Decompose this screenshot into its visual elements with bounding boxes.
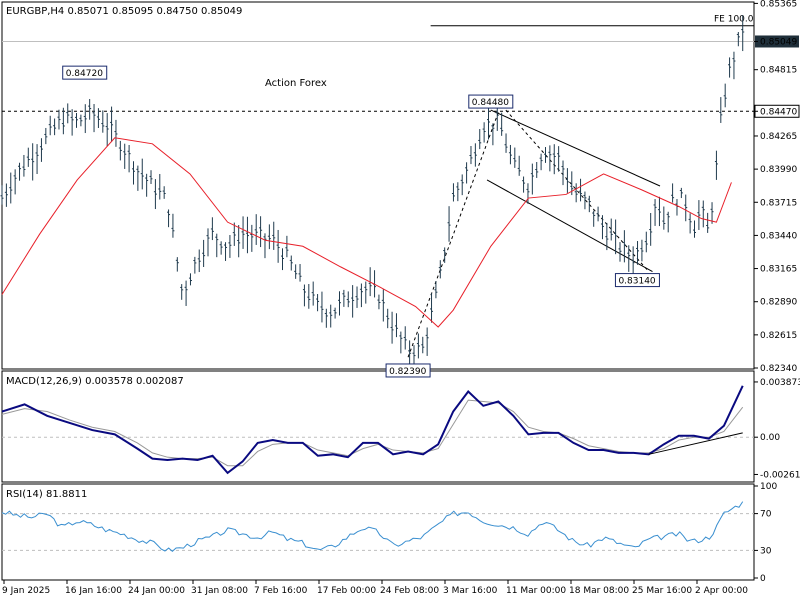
price-y-tick-label: 0.85049: [760, 37, 797, 47]
watermark: Action Forex: [265, 78, 327, 89]
price-panel-title: EURGBP,H4 0.85071 0.85095 0.84750 0.8504…: [6, 6, 242, 17]
macd-trendline: [648, 432, 743, 455]
x-tick-label: 7 Feb 16:00: [254, 586, 308, 596]
macd-y-tick-label: 0.00: [760, 433, 780, 443]
moving-average-line: [1, 137, 732, 328]
rsi-y-tick-label: 70: [760, 510, 772, 520]
rsi-y-tick-label: 0: [760, 574, 766, 584]
macd-plot-area: [1, 385, 754, 475]
x-tick-label: 9 Jan 2025: [2, 586, 50, 596]
price-y-tick-label: 0.83715: [760, 198, 797, 208]
fe-label: FE 100.0: [714, 15, 754, 25]
annotation-label: 0.84480: [472, 98, 509, 108]
price-y-tick-label: 0.82890: [760, 298, 797, 308]
price-y-tick-label: 0.84470: [760, 107, 797, 117]
macd-line: [1, 385, 744, 475]
macd-y-tick-label: 0.003873: [760, 378, 800, 388]
annotation-label: 0.84720: [66, 69, 103, 79]
annotation-box: [385, 363, 431, 378]
annotation-label: 0.83140: [618, 277, 655, 287]
price-y-axis: 0.85365 0.85049 0.84815 0.84470 0.84265 0.839…: [754, 0, 800, 374]
x-tick-label: 18 Mar 08:00: [569, 586, 629, 596]
rsi-y-axis: 100 70 30 0: [754, 482, 777, 584]
channel-trendline: [505, 109, 650, 272]
price-y-tick-label: 0.82615: [760, 331, 797, 341]
macd-panel-frame: [1, 370, 755, 483]
macd-y-axis: 0.003873 0.00 -0.002612: [754, 378, 800, 480]
annotation-box: [468, 94, 514, 109]
x-tick-label: 3 Mar 16:00: [443, 586, 498, 596]
x-tick-label: 17 Feb 00:00: [317, 586, 376, 596]
price-y-tick-label: 0.83440: [760, 231, 797, 241]
annotation-label: 0.82390: [389, 367, 426, 377]
rsi-plot-area: [1, 501, 754, 552]
price-y-tick-label: 0.83990: [760, 165, 797, 175]
macd-y-tick-label: -0.002612: [760, 470, 800, 480]
x-tick-label: 24 Feb 08:00: [380, 586, 439, 596]
annotation-box: [614, 273, 660, 288]
rsi-y-tick-label: 30: [760, 546, 772, 556]
rsi-y-tick-label: 100: [760, 482, 777, 492]
price-plot-area: FE 100.0 0.84720 0.84480 0.82390 0.83140: [0, 15, 754, 378]
price-panel-frame: [1, 1, 755, 370]
rsi-panel-frame: [1, 483, 755, 581]
x-tick-label: 2 Apr 00:00: [695, 586, 748, 596]
rsi-panel-title: RSI(14) 81.8811: [6, 489, 87, 500]
price-y-tick-label: 0.84815: [760, 66, 797, 76]
macd-panel-title: MACD(12,26,9) 0.003578 0.002087: [6, 376, 184, 387]
annotation-box: [62, 65, 108, 80]
channel-trendline: [486, 179, 653, 273]
macd-signal-line: [1, 399, 744, 467]
current-price-badge: [755, 35, 799, 48]
x-tick-label: 24 Jan 00:00: [128, 586, 185, 596]
rsi-line: [1, 501, 744, 552]
channel-trendline: [490, 109, 661, 187]
price-y-tick-label: 0.82340: [760, 364, 797, 374]
price-y-tick-label: 0.85365: [760, 0, 797, 9]
price-y-tick-label: 0.84265: [760, 132, 797, 142]
x-tick-label: 11 Mar 00:00: [506, 586, 566, 596]
x-axis: 9 Jan 2025 16 Jan 16:00 24 Jan 00:00 31 Jan…: [2, 580, 748, 596]
x-tick-label: 25 Mar 16:00: [632, 586, 692, 596]
price-y-tick-label: 0.83165: [760, 265, 797, 275]
x-tick-label: 16 Jan 16:00: [65, 586, 122, 596]
x-tick-label: 31 Jan 08:00: [191, 586, 248, 596]
channel-trendline: [407, 112, 499, 358]
